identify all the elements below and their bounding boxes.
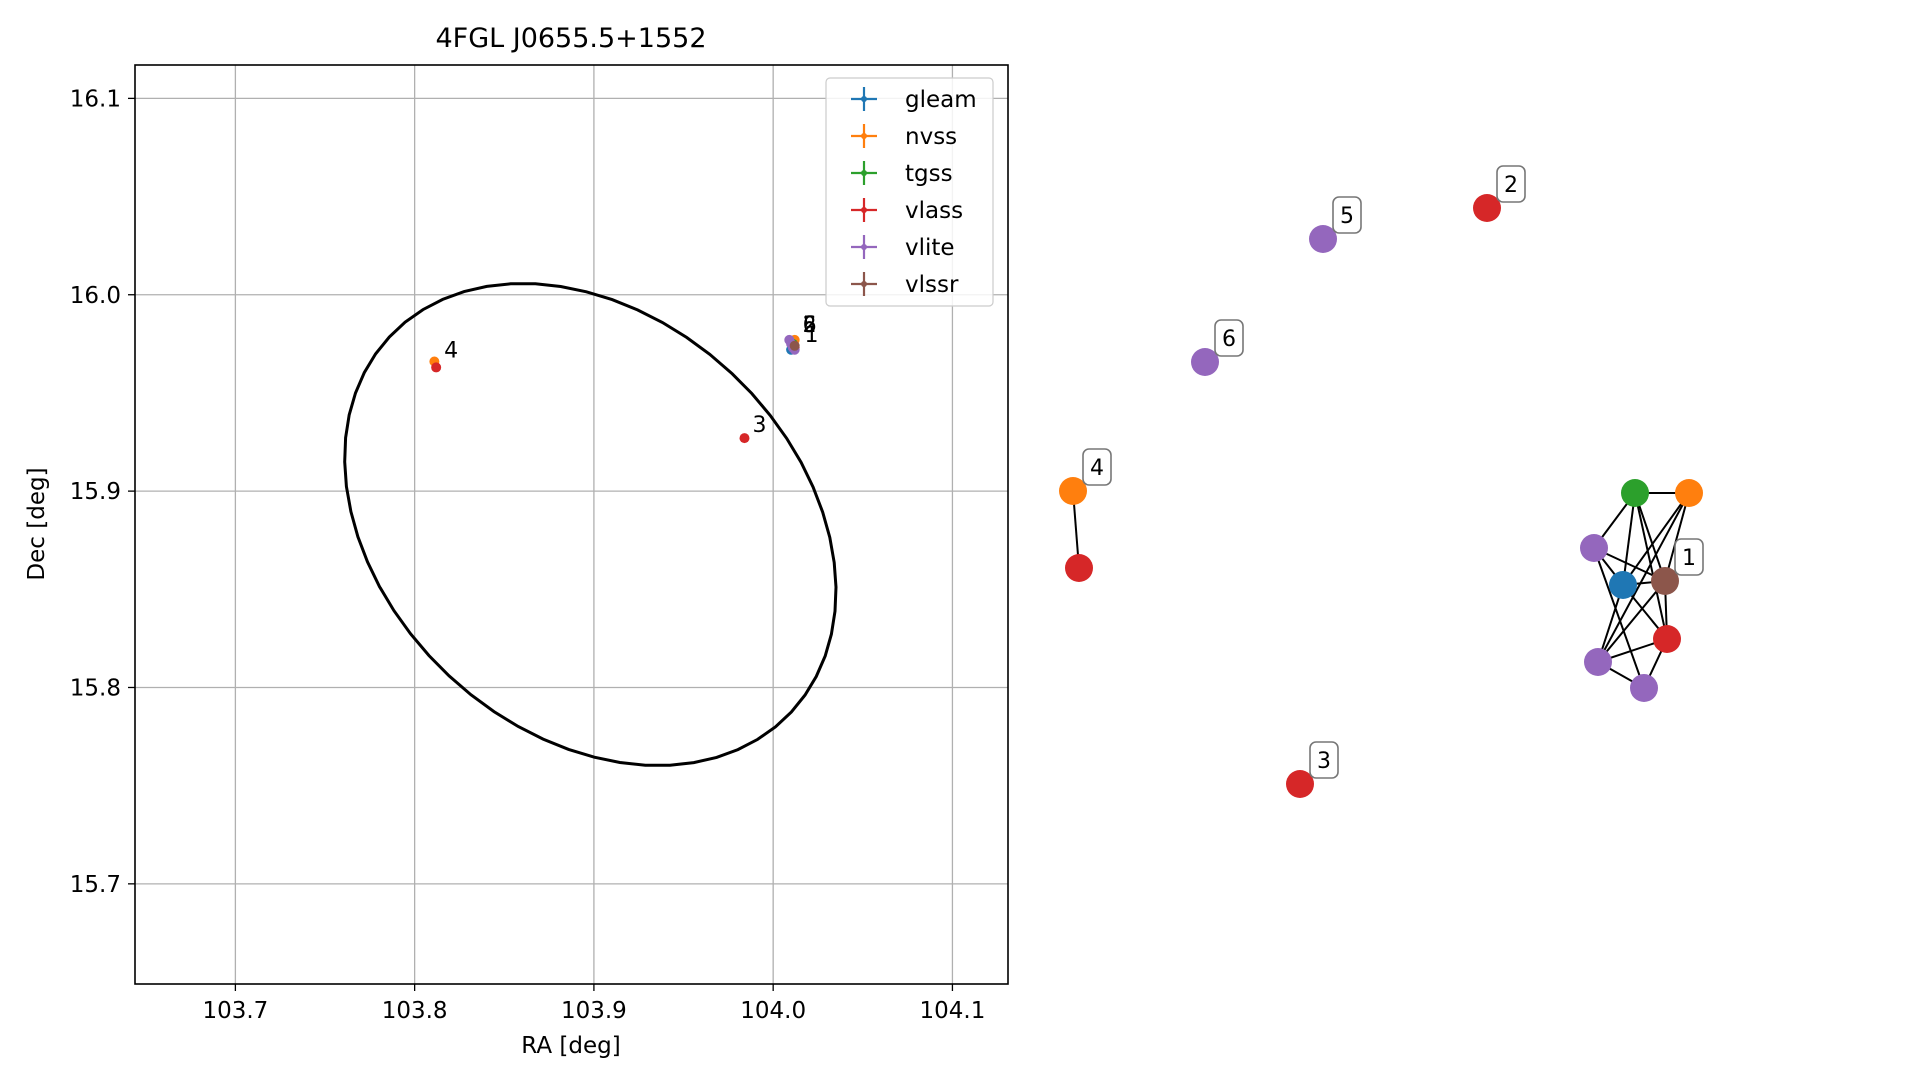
- graph-edge: [1597, 580, 1666, 663]
- x-tick-label: 103.7: [202, 998, 268, 1024]
- legend-label-vlssr: vlssr: [905, 272, 959, 298]
- y-axis-label: Dec [deg]: [24, 467, 50, 580]
- graph-edge: [1622, 492, 1636, 586]
- x-tick-label: 104.0: [740, 998, 806, 1024]
- graph-label-text: 4: [1090, 456, 1104, 481]
- graph-node-vlass: [1473, 194, 1501, 222]
- graph-edge: [1664, 492, 1690, 582]
- graph-edge: [1597, 492, 1690, 663]
- x-tick-label: 103.9: [561, 998, 627, 1024]
- point-annotation: 1: [804, 323, 818, 348]
- graph-node-vlite: [1630, 674, 1658, 702]
- graph-node-vlass: [1286, 770, 1314, 798]
- graph-label-box: [1332, 196, 1362, 234]
- graph-label-text: 2: [1504, 173, 1518, 198]
- graph-node-nvss: [1675, 479, 1703, 507]
- legend-label-nvss: nvss: [905, 124, 957, 150]
- graph-node-vlite: [1580, 534, 1608, 562]
- x-tick-label: 104.1: [919, 998, 985, 1024]
- data-point-vlssr: [789, 340, 800, 351]
- x-axis-label: RA [deg]: [521, 1033, 620, 1059]
- data-point-vlass: [431, 362, 442, 373]
- legend-marker-dot: [861, 96, 867, 102]
- legend-label-vlass: vlass: [905, 198, 963, 224]
- point-annotation: 3: [752, 413, 766, 438]
- y-tick-label: 15.8: [70, 675, 121, 701]
- legend-marker-dot: [861, 207, 867, 213]
- graph-node-vlite: [1191, 348, 1219, 376]
- graph-label-box: [1496, 165, 1526, 203]
- legend-marker-dot: [861, 244, 867, 250]
- graph-label-box: [1214, 319, 1244, 357]
- graph-label-box: [1674, 538, 1704, 576]
- data-points: [429, 334, 800, 444]
- legend-label-tgss: tgss: [905, 161, 953, 187]
- graph-edge: [1634, 492, 1668, 640]
- point-annotation: 4: [444, 338, 458, 363]
- y-tick-label: 15.7: [70, 872, 121, 898]
- graph-nodes: [1059, 194, 1703, 798]
- chart-title: 4FGL J0655.5+1552: [435, 23, 706, 54]
- graph-node-gleam: [1609, 571, 1637, 599]
- legend-marker-dot: [861, 170, 867, 176]
- graph-label-text: 5: [1340, 204, 1354, 229]
- error-ellipse: [343, 282, 838, 767]
- y-tick-label: 16.1: [70, 86, 121, 112]
- legend-marker-dot: [861, 133, 867, 139]
- graph-labels: 1 2 3 4 5 6: [1082, 165, 1704, 779]
- graph-label-box: [1309, 741, 1339, 779]
- point-annotation: 6: [803, 313, 817, 338]
- graph-node-vlite: [1584, 648, 1612, 676]
- graph-node-vlass: [1065, 554, 1093, 582]
- point-annotation: 2: [803, 313, 817, 338]
- axes-frame: [134, 64, 1009, 985]
- graph-node-nvss: [1059, 477, 1087, 505]
- graph-node-vlass: [1653, 625, 1681, 653]
- graph-node-vlite: [1309, 225, 1337, 253]
- x-tick-label: 103.8: [382, 998, 448, 1024]
- legend-label-vlite: vlite: [905, 235, 955, 261]
- y-tick-label: 16.0: [70, 283, 121, 309]
- graph-edge: [1622, 492, 1690, 586]
- graph-node-tgss: [1621, 479, 1649, 507]
- legend-label-gleam: gleam: [905, 87, 977, 113]
- axis-ticks: 103.7 103.8 103.9 104.0 104.1 15.7 15.8 15.9 16.…: [70, 86, 986, 1024]
- graph-node-vlssr: [1651, 567, 1679, 595]
- graph-edge: [1634, 492, 1666, 582]
- graph-label-text: 1: [1682, 546, 1696, 571]
- network-graph-panel: 1 2 3 4 5 6: [1059, 165, 1704, 798]
- y-tick-label: 15.9: [70, 479, 121, 505]
- error-ellipse-path: [343, 282, 838, 767]
- point-annotation: 5: [803, 313, 817, 338]
- graph-label-text: 3: [1317, 749, 1331, 774]
- graph-edge: [1593, 547, 1645, 689]
- legend: gleam nvss tgss vlass vlite vlssr: [825, 77, 994, 307]
- legend-marker-dot: [861, 281, 867, 287]
- data-point-vlass: [739, 433, 750, 444]
- graph-label-text: 6: [1222, 327, 1236, 352]
- graph-label-box: [1082, 448, 1112, 486]
